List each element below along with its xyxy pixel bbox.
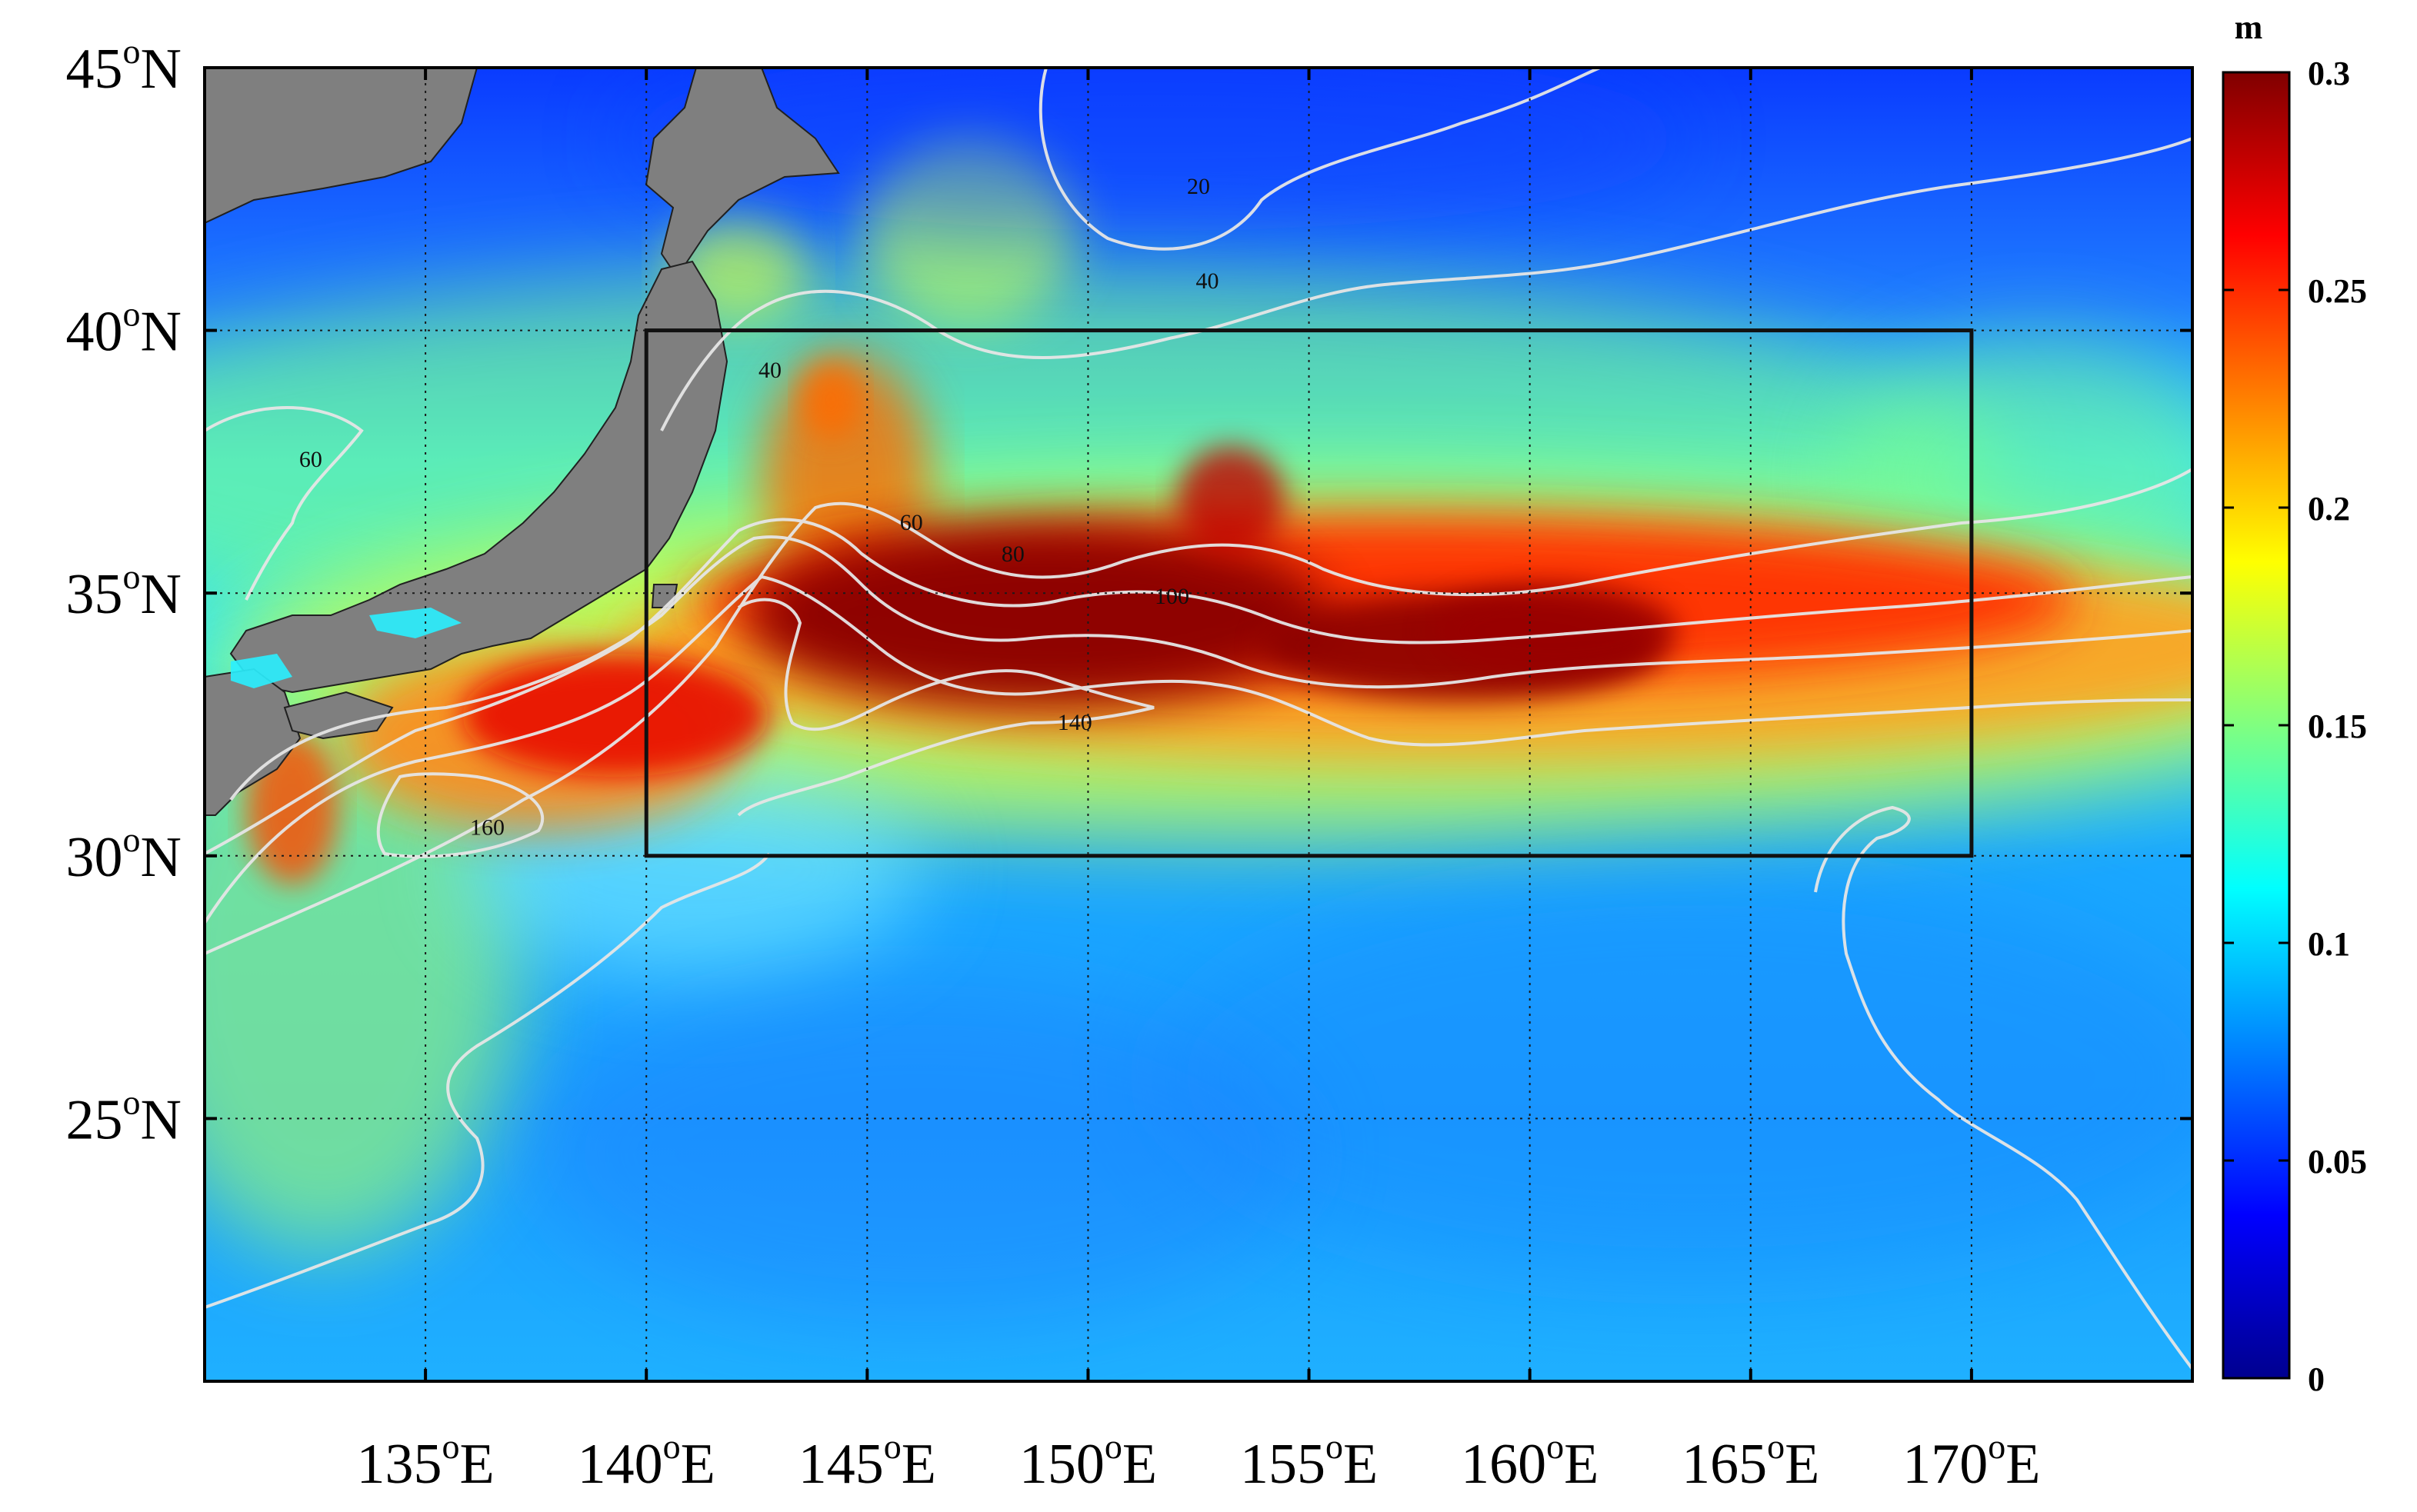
- contour-value-label: 60: [900, 510, 923, 535]
- longitude-tick-labels: 135oE 140oE 145oE 150oE 155oE 160oE 165oE 170oE: [357, 1427, 2041, 1496]
- contour-value-label: 40: [758, 358, 782, 383]
- contour-value-label: 100: [1155, 584, 1189, 609]
- colorbar-unit-label: m: [2235, 8, 2263, 46]
- longitude-label: 150oE: [1019, 1427, 1157, 1496]
- colorbar-ticks: 0.3 0.25 0.2 0.15 0.1 0.05 0: [2223, 55, 2367, 1398]
- contour-value-label: 20: [1187, 174, 1210, 199]
- colorbar-tick-label: 0.1: [2308, 925, 2350, 963]
- contour-labels: 20 40 40 60 60 80 100 140 160: [299, 174, 1219, 841]
- colorbar-tick-label: 0.15: [2308, 708, 2367, 745]
- axis-ticks: [205, 66, 2192, 1381]
- longitude-label: 165oE: [1682, 1427, 1819, 1496]
- contour-value-label: 80: [1002, 541, 1025, 567]
- map-frame: [203, 66, 2194, 1383]
- latitude-label: 25oN: [66, 1082, 182, 1151]
- variability-field: [205, 68, 2192, 1323]
- latitude-label: 45oN: [66, 32, 182, 101]
- latitude-tick-labels: 45oN 40oN 35oN 30oN 25oN: [66, 32, 182, 1151]
- longitude-label: 170oE: [1902, 1427, 2040, 1496]
- latitude-label: 30oN: [66, 820, 182, 889]
- longitude-label: 160oE: [1461, 1427, 1599, 1496]
- colorbar-tick-label: 0.2: [2308, 490, 2350, 528]
- colorbar-tick-label: 0.05: [2308, 1143, 2367, 1181]
- shallow-water-patches: [231, 608, 462, 688]
- longitude-label: 135oE: [357, 1427, 495, 1496]
- longitude-label: 145oE: [798, 1427, 936, 1496]
- latitude-label: 40oN: [66, 295, 182, 364]
- colorbar-tick-label: 0: [2308, 1360, 2325, 1398]
- colorbar-tick-label: 0.25: [2308, 272, 2367, 310]
- contour-value-label: 60: [299, 447, 322, 472]
- latitude-label: 35oN: [66, 557, 182, 626]
- contour-value-label: 160: [470, 814, 505, 840]
- colorbar-ramp: [2222, 71, 2291, 1380]
- study-region-box: [644, 328, 1974, 858]
- colorbar: m 0.3 0.25 0.2 0.15 0.1 0.05 0: [2222, 8, 2367, 1398]
- longitude-label: 140oE: [578, 1427, 715, 1496]
- map-panel: 20 40 40 60 60 80 100 140 160: [205, 68, 2192, 1381]
- longitude-label: 155oE: [1240, 1427, 1378, 1496]
- contour-value-label: 140: [1058, 710, 1092, 735]
- japan-landmass: [205, 68, 840, 816]
- contour-lines: [205, 68, 2192, 1370]
- colorbar-tick-label: 0.3: [2308, 55, 2350, 92]
- contour-value-label: 40: [1195, 268, 1219, 294]
